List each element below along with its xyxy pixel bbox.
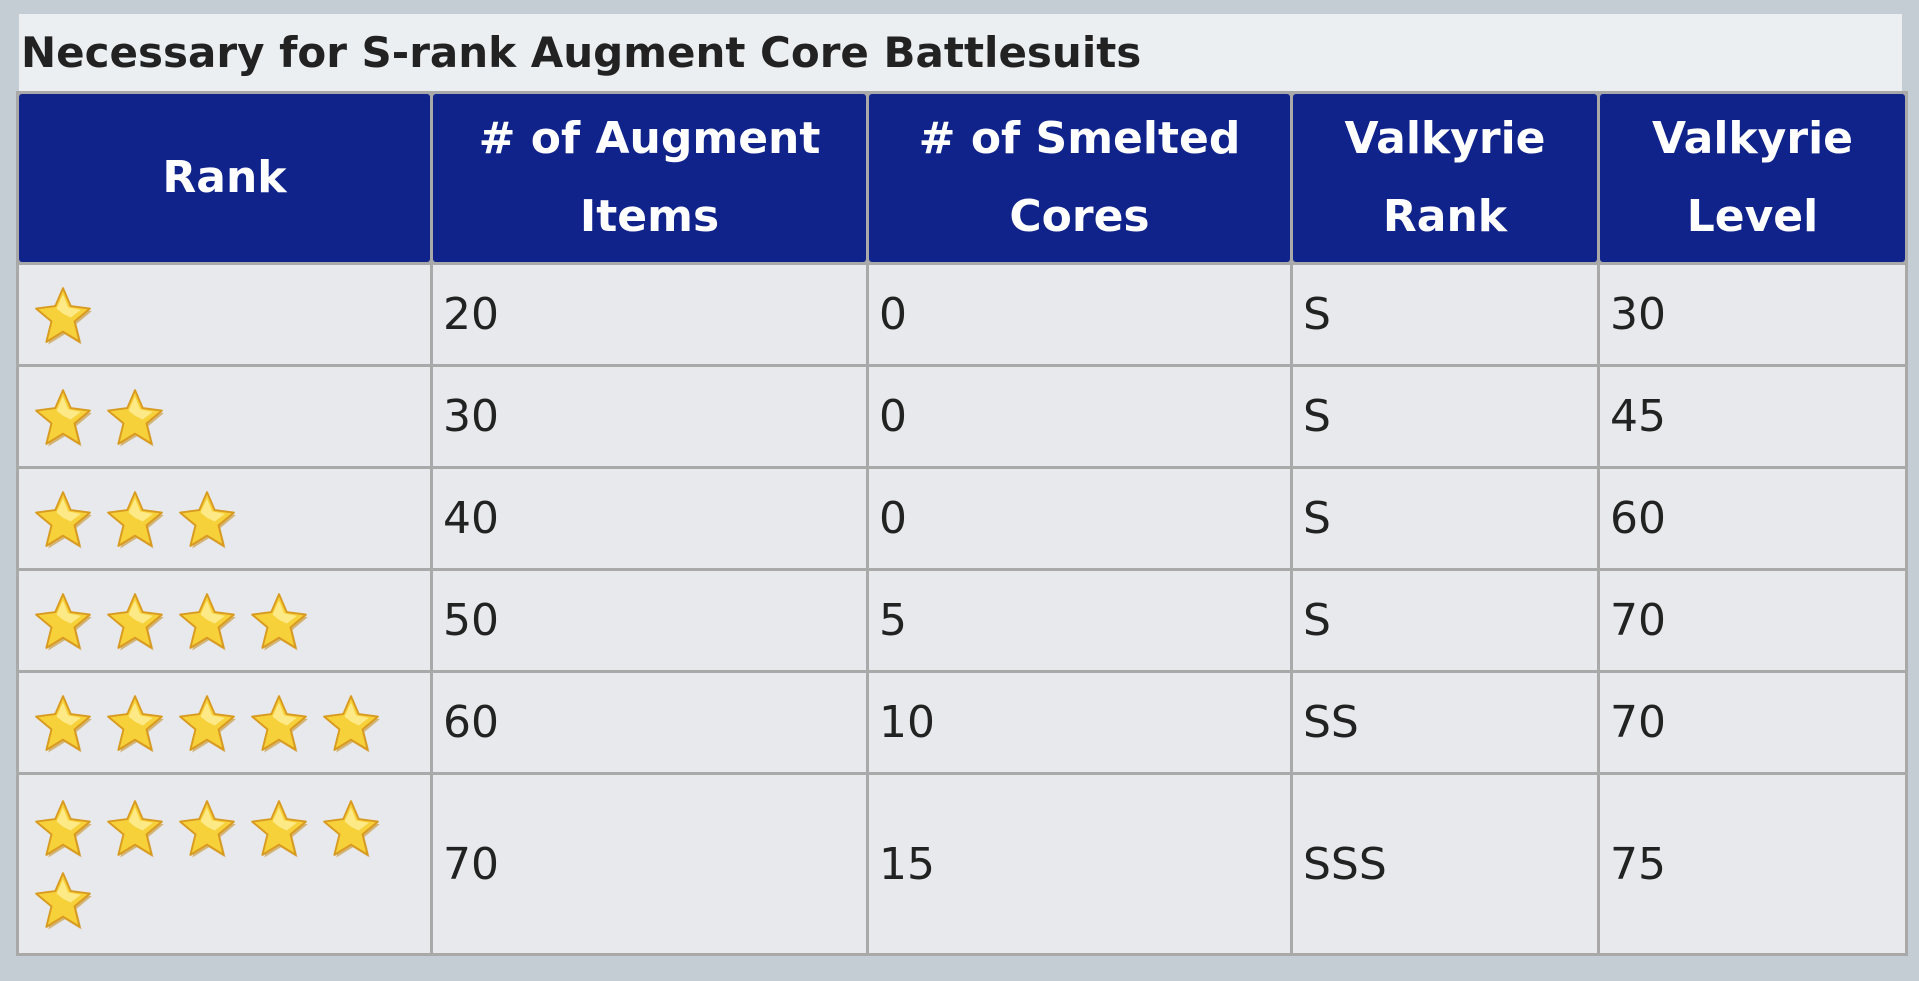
rank-cell — [19, 571, 430, 670]
valkyrie-level-cell: 70 — [1600, 571, 1905, 670]
header-augment-items: # of Augment Items — [433, 94, 866, 262]
valkyrie-rank-cell: SSS — [1293, 775, 1597, 953]
valkyrie-rank-cell: S — [1293, 571, 1597, 670]
star-icon — [251, 694, 308, 752]
rank-cell — [19, 367, 430, 466]
valkyrie-level-cell: 30 — [1600, 265, 1905, 364]
rank-cell — [19, 469, 430, 568]
star-icon — [35, 592, 92, 650]
star-icon — [35, 694, 92, 752]
valkyrie-level-cell: 75 — [1600, 775, 1905, 953]
table-row: 30 0 S 45 — [19, 367, 1905, 466]
star-icon — [179, 592, 236, 650]
star-icon — [107, 800, 164, 858]
table-row: 20 0 S 30 — [19, 265, 1905, 364]
rank-stars — [29, 691, 420, 755]
star-icon — [107, 694, 164, 752]
rank-stars — [29, 589, 420, 653]
star-icon — [323, 694, 380, 752]
valkyrie-level-cell: 45 — [1600, 367, 1905, 466]
star-icon — [323, 800, 380, 858]
header-valkyrie-level: Valkyrie Level — [1600, 94, 1905, 262]
star-icon — [107, 388, 164, 446]
star-icon — [251, 592, 308, 650]
valkyrie-level-cell: 60 — [1600, 469, 1905, 568]
augment-requirements-table: Rank # of Augment Items # of Smelted Cor… — [16, 91, 1908, 956]
star-icon — [179, 490, 236, 548]
star-icon — [107, 490, 164, 548]
valkyrie-level-cell: 70 — [1600, 673, 1905, 772]
header-rank: Rank — [19, 94, 430, 262]
table-row: 40 0 S 60 — [19, 469, 1905, 568]
rank-stars — [29, 283, 420, 347]
rank-cell — [19, 265, 430, 364]
header-valkyrie-rank: Valkyrie Rank — [1293, 94, 1597, 262]
valkyrie-rank-cell: S — [1293, 469, 1597, 568]
augment-items-cell: 30 — [433, 367, 866, 466]
augment-items-cell: 60 — [433, 673, 866, 772]
star-icon — [251, 800, 308, 858]
rank-cell — [19, 775, 430, 953]
valkyrie-rank-cell: S — [1293, 265, 1597, 364]
augment-table-container: Necessary for S-rank Augment Core Battle… — [16, 14, 1908, 956]
header-row: Rank # of Augment Items # of Smelted Cor… — [19, 94, 1905, 262]
augment-items-cell: 70 — [433, 775, 866, 953]
star-icon — [35, 388, 92, 446]
augment-items-cell: 50 — [433, 571, 866, 670]
valkyrie-rank-cell: SS — [1293, 673, 1597, 772]
star-icon — [179, 694, 236, 752]
smelted-cores-cell: 5 — [869, 571, 1290, 670]
header-smelted-cores: # of Smelted Cores — [869, 94, 1290, 262]
rank-cell — [19, 673, 430, 772]
smelted-cores-cell: 0 — [869, 367, 1290, 466]
star-icon — [35, 872, 92, 930]
table-row: 60 10 SS 70 — [19, 673, 1905, 772]
smelted-cores-cell: 0 — [869, 265, 1290, 364]
table-caption: Necessary for S-rank Augment Core Battle… — [19, 14, 1902, 91]
augment-items-cell: 40 — [433, 469, 866, 568]
smelted-cores-cell: 10 — [869, 673, 1290, 772]
star-icon — [107, 592, 164, 650]
smelted-cores-cell: 0 — [869, 469, 1290, 568]
valkyrie-rank-cell: S — [1293, 367, 1597, 466]
table-row: 70 15 SSS 75 — [19, 775, 1905, 953]
augment-items-cell: 20 — [433, 265, 866, 364]
rank-stars — [29, 385, 420, 449]
rank-stars — [29, 487, 420, 551]
star-icon — [179, 800, 236, 858]
star-icon — [35, 286, 92, 344]
smelted-cores-cell: 15 — [869, 775, 1290, 953]
star-icon — [35, 800, 92, 858]
star-icon — [35, 490, 92, 548]
table-row: 50 5 S 70 — [19, 571, 1905, 670]
rank-stars — [29, 796, 420, 932]
